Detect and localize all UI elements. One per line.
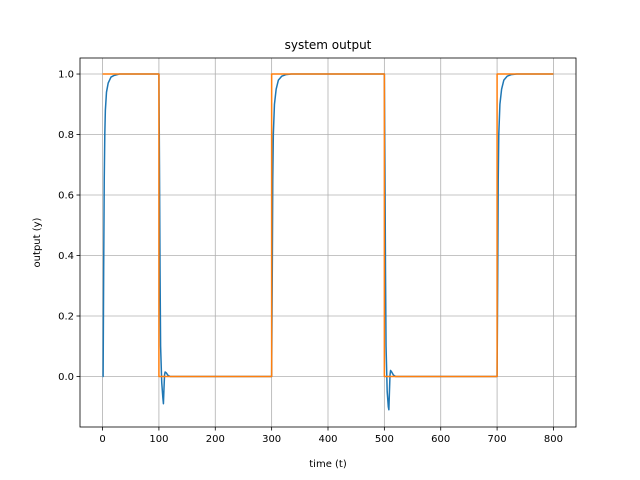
x-tick-label-8: 800 <box>544 434 563 445</box>
ticks: 0 100 200 300 400 500 600 700 800 0.0 0.2 0.4 0.6 0.8… <box>58 70 563 445</box>
y-tick-label-4: 0.8 <box>58 130 74 141</box>
x-tick-label-5: 500 <box>375 434 394 445</box>
x-tick-label-1: 100 <box>149 434 168 445</box>
x-tick-label-7: 700 <box>488 434 507 445</box>
series-layer <box>102 73 554 411</box>
x-tick-label-4: 400 <box>318 434 337 445</box>
y-tick-label-0: 0.0 <box>58 372 74 383</box>
y-tick-label-1: 0.2 <box>58 311 74 322</box>
y-axis-title: output (y) <box>32 217 43 267</box>
series-line-1 <box>102 73 554 378</box>
chart-title: system output <box>285 38 372 52</box>
x-axis-title: time (t) <box>309 459 347 470</box>
x-tick-label-3: 300 <box>262 434 281 445</box>
x-tick-label-6: 600 <box>431 434 450 445</box>
y-tick-label-2: 0.4 <box>58 251 74 262</box>
y-tick-label-3: 0.6 <box>58 191 74 202</box>
x-tick-label-2: 200 <box>206 434 225 445</box>
x-tick-label-0: 0 <box>99 434 105 445</box>
y-tick-label-5: 1.0 <box>58 70 74 81</box>
